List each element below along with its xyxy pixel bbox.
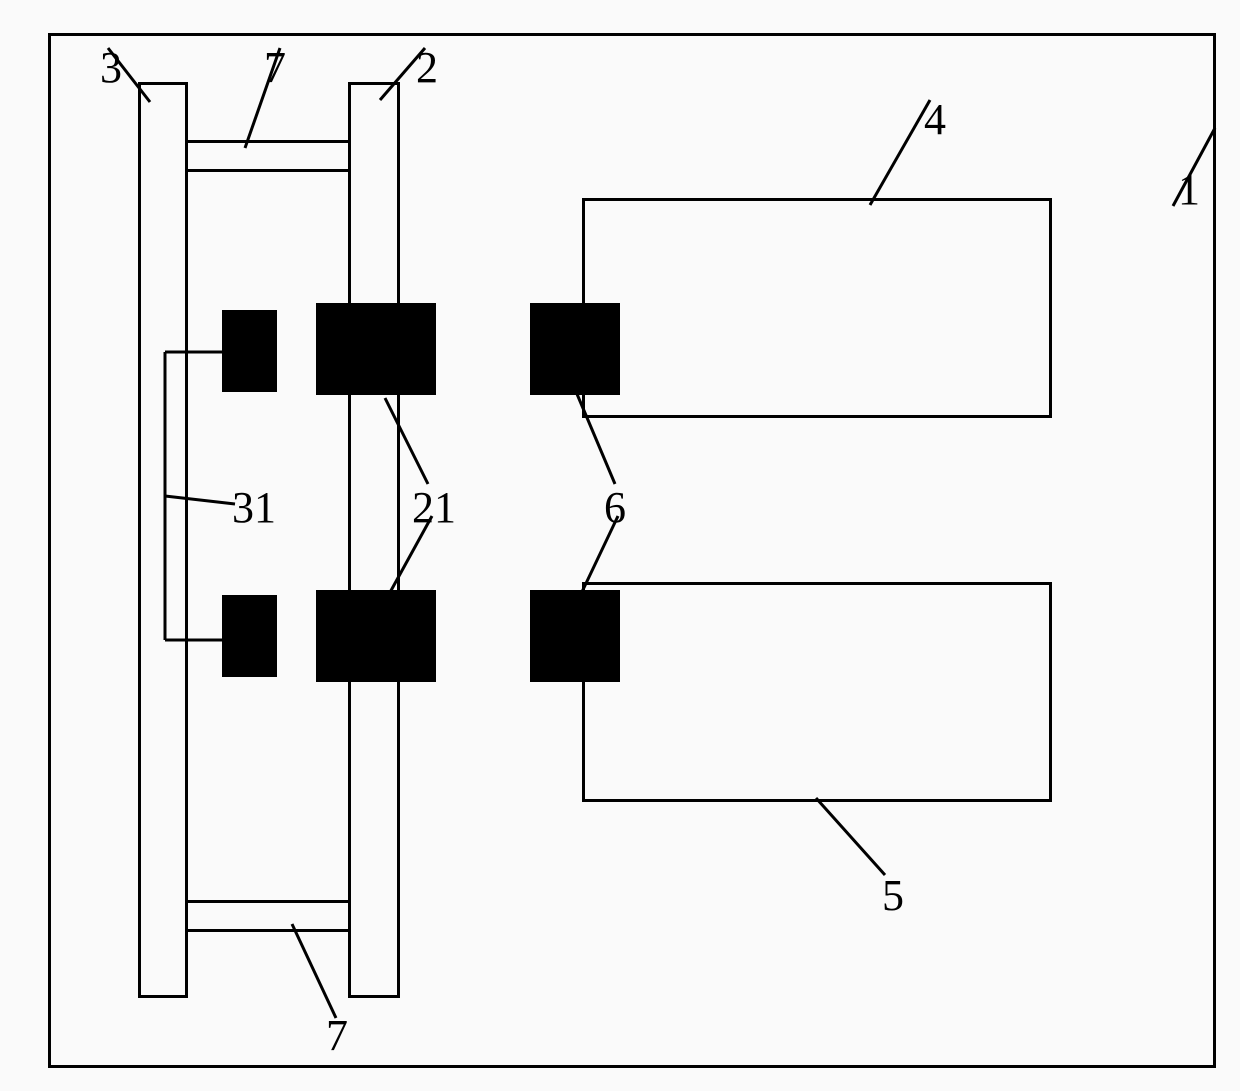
leader-lines bbox=[0, 0, 1240, 1091]
leader-to-5 bbox=[816, 798, 885, 875]
leader-to-4 bbox=[870, 100, 930, 205]
leader-31-stem bbox=[165, 496, 235, 504]
leader-to-3 bbox=[108, 48, 150, 102]
leader-to-2 bbox=[380, 48, 425, 100]
leader-to-6-bottom bbox=[580, 516, 618, 596]
diagram-canvas: 1 2 3 4 5 6 7 7 21 31 bbox=[0, 0, 1240, 1091]
leader-to-21-bottom bbox=[388, 516, 432, 596]
leader-to-1 bbox=[1173, 128, 1215, 206]
leader-to-6-top bbox=[577, 394, 615, 484]
leader-to-7a bbox=[245, 48, 280, 148]
leader-to-7b bbox=[292, 924, 336, 1018]
leader-to-21-top bbox=[385, 398, 428, 484]
